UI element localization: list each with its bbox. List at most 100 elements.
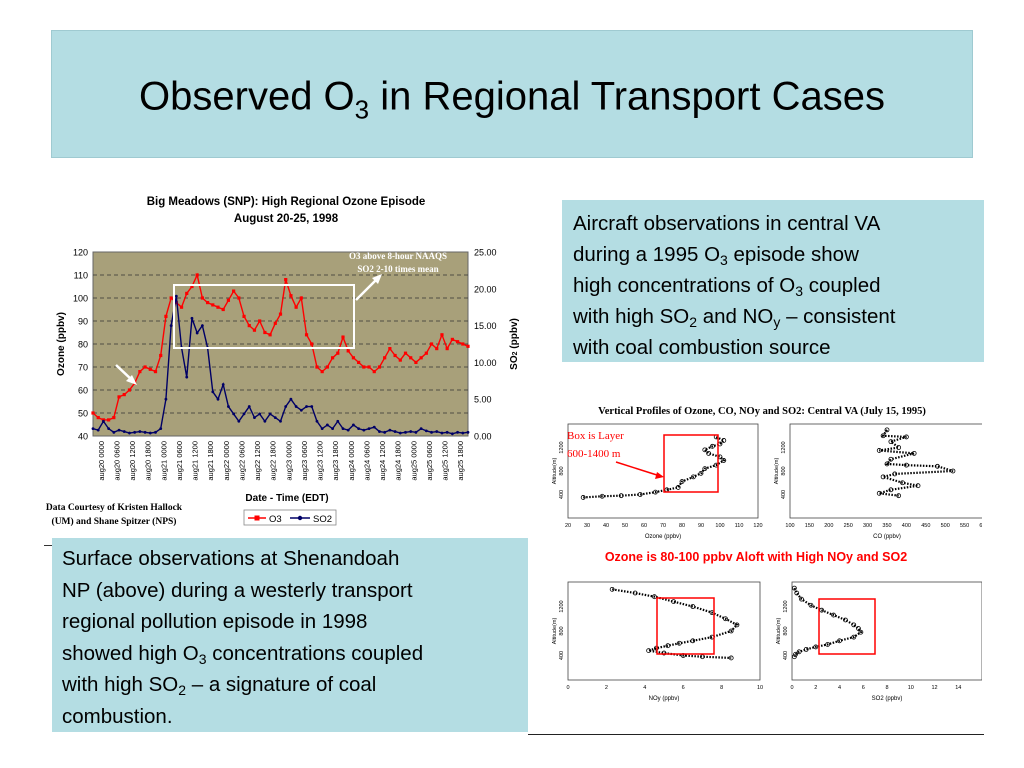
profile-trace	[583, 435, 726, 499]
profile-panel-frame	[789, 423, 982, 519]
x-tick-label: aug24 0000	[347, 441, 356, 481]
right-axis-ticks: 25.00 20.00 15.00 10.00 5.00 0.00	[474, 248, 497, 442]
profile-data-point	[580, 495, 586, 500]
o3-data-point	[455, 340, 460, 344]
o3-data-point	[435, 347, 439, 351]
o3-data-point	[200, 296, 204, 300]
ozone-layer-box	[663, 434, 719, 493]
o3-data-point	[138, 370, 142, 374]
profile-y-tick: 800	[559, 626, 565, 635]
so2-data-point	[404, 430, 407, 434]
aircraft-line-5: with coal combustion source	[573, 336, 831, 359]
so2-data-point	[102, 419, 105, 423]
x-tick-label: aug25 1200	[441, 441, 450, 481]
so2-layer-box	[818, 598, 876, 655]
o3-data-point	[388, 347, 392, 351]
profile-x-tick: 70	[660, 523, 666, 529]
so2-data-point	[268, 412, 272, 416]
credit-line-2: (UM) and Shane Spitzer (NPS)	[52, 516, 177, 527]
o3-data-point	[216, 305, 220, 309]
o3-data-point	[393, 353, 397, 358]
profile-data-point	[896, 493, 902, 499]
profile-x-tick: 120	[753, 523, 762, 529]
profile-panel-frame	[567, 423, 759, 519]
o3-data-point	[107, 418, 111, 422]
o3-data-point	[372, 370, 376, 374]
so2-data-point	[227, 405, 230, 408]
so2-data-point	[195, 331, 199, 335]
o3-data-point	[143, 365, 147, 369]
highlight-box	[173, 284, 355, 349]
aircraft-observations-text: Aircraft observations in central VA duri…	[562, 200, 984, 362]
so2-data-point	[128, 431, 131, 435]
so2-data-point	[378, 430, 381, 433]
profile-data-point	[950, 468, 956, 474]
profile-y-tick: 400	[781, 490, 787, 499]
so2-data-point	[190, 316, 194, 320]
o3-data-point	[450, 337, 454, 341]
o3-data-point	[299, 296, 303, 300]
profile-data-point	[791, 585, 797, 591]
y-tick-label: 110	[74, 271, 88, 281]
y2-tick-label: 25.00	[474, 248, 497, 258]
so2-data-point	[273, 416, 277, 419]
so2-data-point	[200, 324, 204, 327]
so2-data-point	[143, 430, 147, 434]
so2-data-point	[138, 430, 142, 433]
o3-data-point	[148, 367, 152, 371]
plot-area	[92, 251, 469, 437]
so2-data-point	[372, 425, 376, 429]
profile-x-tick: 350	[882, 523, 891, 529]
x-tick-label: aug25 1800	[456, 441, 465, 481]
left-axis-ticks: 120 110 100 90 80 70 60 50 40	[73, 248, 88, 442]
so2-data-point	[388, 428, 392, 432]
profile-y-tick: 800	[783, 626, 789, 635]
profile-x-tick: 8	[720, 685, 723, 691]
so2-data-point	[409, 430, 413, 433]
profile-y-tick: 400	[559, 651, 565, 660]
left-arrow	[115, 364, 133, 381]
surface-line-4: showed high O3 concentrations coupled	[62, 641, 424, 667]
profile-data-point	[690, 474, 696, 480]
o3-data-point	[383, 356, 387, 360]
profile-data-point	[709, 443, 715, 449]
so2-data-point	[440, 431, 444, 435]
profile-x-tick: 500	[941, 523, 950, 529]
x-axis-ticks: aug20 0000 aug20 0600 aug20 1200 aug20 1800…	[97, 441, 465, 481]
x-tick-label: aug22 1200	[253, 441, 262, 481]
profile-x-label: SO2 (ppbv)	[872, 696, 903, 702]
profile-x-tick: 4	[643, 685, 646, 691]
profile-data-point	[799, 596, 804, 602]
profile-data-point	[791, 654, 797, 660]
so2-data-point	[185, 375, 189, 379]
x-tick-label: aug22 1800	[269, 441, 278, 481]
so2-data-point	[169, 324, 173, 327]
profile-x-tick: 20	[565, 523, 571, 529]
profile-data-point	[876, 448, 882, 453]
profile-x-tick: 14	[955, 685, 961, 691]
so2-data-point	[107, 427, 111, 431]
o3-data-point	[112, 416, 116, 420]
o3-data-point	[117, 395, 121, 399]
profile-x-tick: 400	[902, 523, 911, 529]
profile-data-point	[721, 458, 727, 463]
y-tick-label: 60	[78, 386, 88, 396]
o3-data-point	[357, 360, 361, 364]
x-tick-label: aug24 0600	[362, 441, 371, 481]
o3-data-point	[211, 303, 215, 307]
right-axis-label: SO2 (ppbv)	[509, 318, 520, 370]
o3-data-point	[414, 360, 418, 364]
profile-data-point	[728, 628, 734, 634]
o3-data-point	[429, 342, 434, 346]
o3-data-point	[205, 301, 210, 305]
callout-arrow-head	[655, 472, 664, 479]
profiles-subtitle: Ozone is 80-100 ppbv Aloft with High NOy…	[605, 550, 907, 564]
o3-data-point	[461, 342, 465, 346]
o3-data-point	[445, 347, 449, 351]
profile-x-tick: 4	[838, 685, 841, 691]
o3-data-point	[179, 305, 184, 309]
x-tick-label: aug20 1200	[128, 441, 137, 481]
o3-data-point	[362, 365, 366, 369]
x-tick-label: aug21 1800	[206, 441, 215, 481]
so2-data-point	[352, 423, 355, 427]
